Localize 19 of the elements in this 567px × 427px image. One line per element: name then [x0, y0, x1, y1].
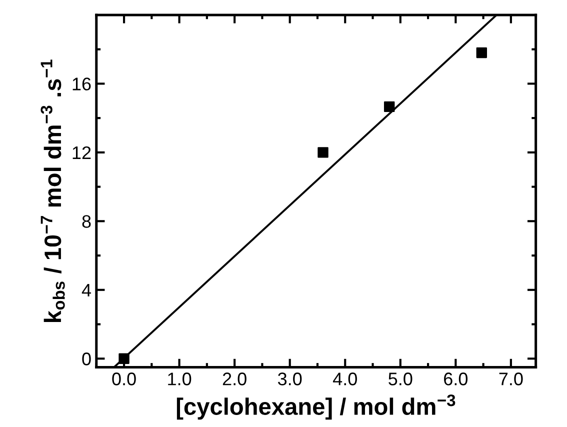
y-tick-label: 12	[72, 146, 91, 159]
y-tick-label: 16	[72, 78, 91, 90]
x-tick-label: 0.0	[112, 372, 136, 386]
x-tick-label: 6.0	[444, 372, 468, 386]
y-tick-label: 4	[82, 284, 91, 296]
y-tick-label: 0	[82, 352, 91, 366]
point	[318, 147, 328, 158]
x-axis-title: [cyclohexane] / mol dm$^{−3}$	[176, 394, 456, 420]
x-tick-label: 3.0	[278, 372, 302, 386]
x-tick-label: 4.0	[332, 372, 357, 386]
x-tick-label: 7.0	[499, 372, 523, 386]
point	[384, 101, 395, 112]
point	[476, 47, 487, 58]
point	[118, 353, 130, 364]
x-tick-label: 5.0	[388, 372, 412, 386]
x-tick-label: 2.0	[222, 372, 246, 386]
y-axis-title: k$_{obs}$ / 10$^{−7}$ mol dm$^{−3}$ .s$^{−1}$	[40, 60, 65, 322]
x-tick-label: 1.0	[168, 372, 192, 386]
y-tick-label: 8	[82, 215, 91, 228]
